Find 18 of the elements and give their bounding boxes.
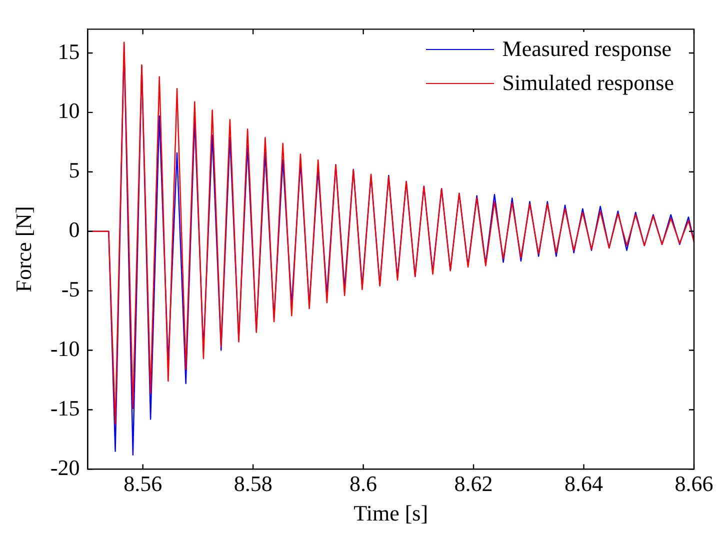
y-tick-label: 5: [68, 158, 80, 183]
y-tick-label: 15: [58, 38, 80, 64]
x-tick-label: 8.6: [350, 471, 378, 496]
x-tick-label: 8.66: [674, 471, 714, 496]
y-tick-label: 10: [58, 98, 80, 124]
y-tick-label: -15: [50, 396, 80, 421]
y-axis-title: Force [N]: [10, 206, 36, 292]
y-tick-label: -5: [61, 276, 80, 302]
x-tick-label: 8.56: [124, 471, 162, 496]
y-tick-label: -10: [50, 336, 80, 362]
x-tick-label: 8.58: [234, 471, 272, 496]
y-tick-label: 0: [68, 217, 80, 242]
x-tick-label: 8.62: [454, 471, 493, 496]
legend-label: Measured response: [502, 35, 672, 63]
x-tick-label: 8.64: [564, 471, 604, 496]
legend-label: Simulated response: [502, 69, 674, 97]
y-tick-label: -20: [50, 454, 80, 480]
x-axis-title: Time [s]: [354, 500, 428, 526]
